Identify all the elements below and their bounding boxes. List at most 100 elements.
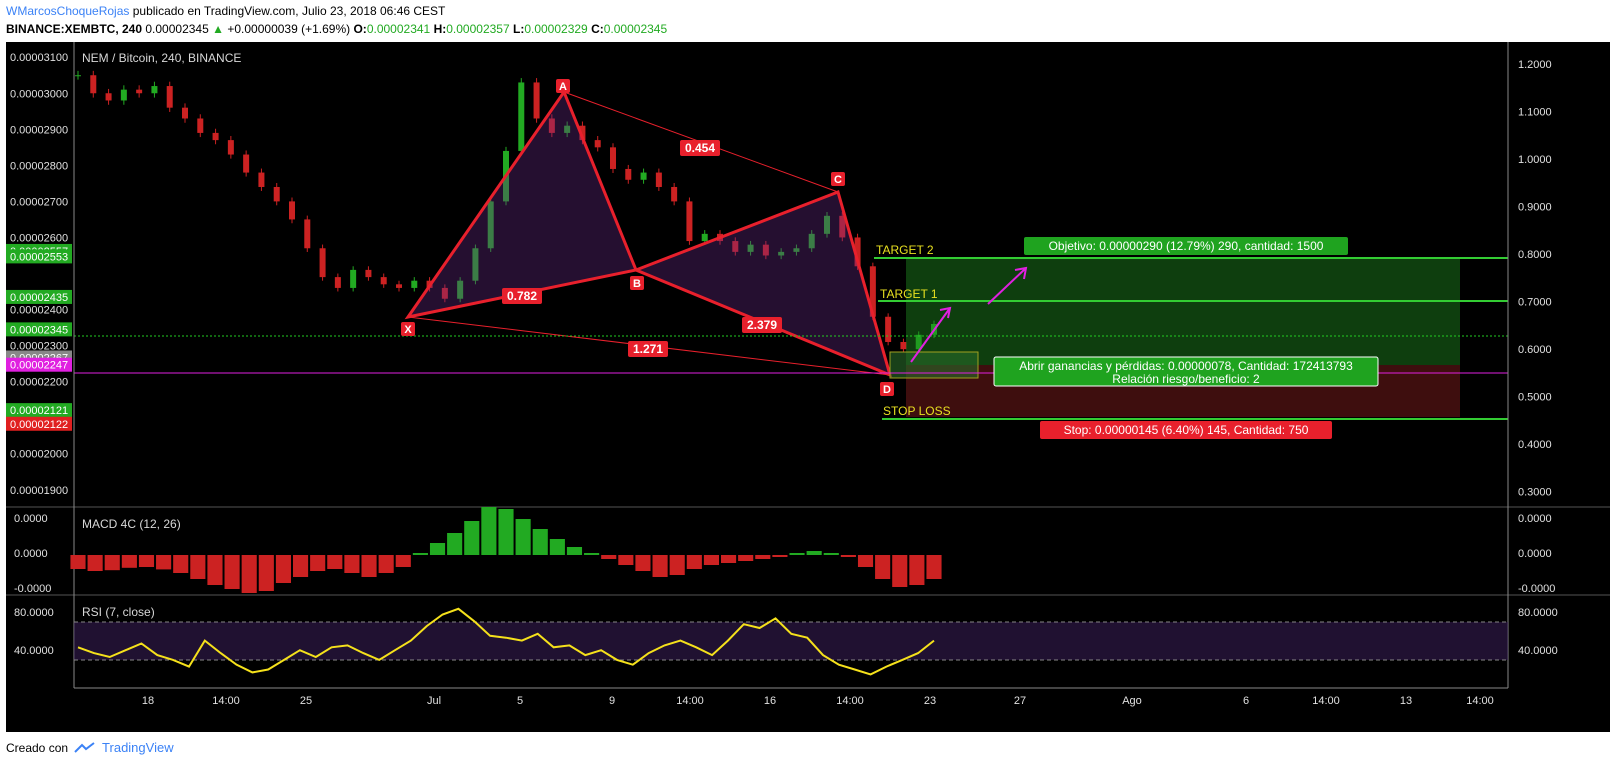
macd-y-tick: 0.0000 bbox=[14, 513, 48, 525]
point-d-label: D bbox=[880, 382, 894, 396]
svg-text:A: A bbox=[559, 81, 567, 93]
symbol-line: BINANCE:XEMBTC, 240 0.00002345 ▲ +0.0000… bbox=[6, 22, 667, 36]
candle-body bbox=[564, 125, 571, 133]
last-price: 0.00002345 bbox=[145, 22, 209, 36]
macd-y-right-tick: 0.0000 bbox=[1518, 548, 1552, 560]
candle-body bbox=[166, 86, 173, 108]
macd-y-right-tick: -0.0000 bbox=[1518, 583, 1555, 595]
macd-bar bbox=[875, 555, 891, 579]
candle-body bbox=[273, 186, 280, 202]
candle-body bbox=[747, 244, 754, 252]
y-left-tick: 0.00002000 bbox=[10, 449, 68, 461]
candle-body bbox=[90, 75, 97, 94]
ratio-bd: 2.379 bbox=[742, 317, 782, 333]
candle-body bbox=[289, 201, 295, 220]
candle-body bbox=[655, 172, 662, 187]
ratio-xb: 0.782 bbox=[502, 288, 542, 304]
macd-bar bbox=[412, 553, 428, 555]
price-tag bbox=[6, 357, 72, 372]
y-right-tick: 1.1000 bbox=[1518, 107, 1552, 119]
profit-zone bbox=[906, 257, 1460, 365]
x-tick: 9 bbox=[609, 695, 615, 707]
candle-body bbox=[120, 89, 127, 101]
macd-bar bbox=[515, 519, 531, 555]
open-value: 0.00002341 bbox=[366, 22, 431, 36]
candle-body bbox=[594, 140, 601, 148]
macd-bar bbox=[275, 555, 291, 583]
point-x-label: X bbox=[401, 322, 415, 336]
macd-bar bbox=[395, 555, 411, 567]
candle-body bbox=[182, 107, 188, 119]
candle-body bbox=[136, 89, 143, 94]
svg-text:B: B bbox=[633, 278, 641, 290]
price-tag bbox=[6, 403, 72, 418]
macd-y-tick: 0.0000 bbox=[14, 548, 48, 560]
chart-background bbox=[6, 42, 1610, 732]
entry-box bbox=[889, 351, 979, 379]
macd-bar bbox=[258, 555, 274, 591]
macd-bar bbox=[190, 555, 206, 579]
x-tick: 14:00 bbox=[1466, 695, 1494, 707]
svg-text:0.782: 0.782 bbox=[507, 289, 537, 303]
candle-body bbox=[885, 316, 892, 342]
author-link[interactable]: WMarcosChoqueRojas bbox=[6, 4, 130, 18]
y-left-tick: 0.00002400 bbox=[10, 305, 68, 317]
macd-bar bbox=[772, 555, 788, 557]
publisher-line: WMarcosChoqueRojas publicado en TradingV… bbox=[6, 4, 445, 18]
x-tick: 25 bbox=[300, 695, 312, 707]
chart-canvas[interactable]: TARGET 2 TARGET 1 STOP LOSS Objetivo: 0.… bbox=[6, 42, 1610, 732]
macd-bar bbox=[721, 555, 737, 563]
x-tick: 14:00 bbox=[836, 695, 864, 707]
macd-bar bbox=[224, 555, 240, 589]
x-tick: 6 bbox=[1243, 695, 1249, 707]
macd-bar bbox=[156, 555, 172, 570]
rr-text: Relación riesgo/beneficio: 2 bbox=[1112, 372, 1260, 386]
x-tick: 23 bbox=[924, 695, 936, 707]
rsi-y-right-tick: 40.0000 bbox=[1518, 645, 1558, 657]
y-right-tick: 0.6000 bbox=[1518, 344, 1552, 356]
candle-body bbox=[197, 118, 204, 133]
candle-body bbox=[808, 233, 815, 249]
macd-bar bbox=[104, 555, 120, 571]
price-tag-label: 0.00002553 bbox=[10, 251, 68, 263]
ratio-ac: 0.454 bbox=[680, 140, 720, 156]
candle-body bbox=[441, 287, 448, 299]
tradingview-logo-icon[interactable] bbox=[74, 741, 96, 754]
point-a-label: A bbox=[556, 79, 570, 93]
candle-body bbox=[319, 248, 326, 278]
macd-bar bbox=[378, 555, 394, 573]
candle-body bbox=[762, 244, 769, 256]
candle-body bbox=[824, 215, 830, 234]
axes: 0.00003100 0.00003000 0.00002900 0.00002800… bbox=[6, 52, 1558, 707]
y-left-tick: 0.00002700 bbox=[10, 196, 68, 208]
macd-y-tick: -0.0000 bbox=[14, 583, 51, 595]
y-left-tick: 0.00002800 bbox=[10, 160, 68, 172]
macd-bar bbox=[241, 555, 257, 593]
macd-bar bbox=[618, 555, 634, 565]
candle-body bbox=[640, 172, 647, 180]
candle-body bbox=[487, 201, 494, 249]
macd-bar bbox=[857, 555, 874, 567]
macd-bar bbox=[738, 555, 754, 561]
harmonic-pattern[interactable] bbox=[404, 88, 893, 378]
y-right-tick: 1.2000 bbox=[1518, 59, 1552, 71]
candle-body bbox=[350, 269, 357, 288]
svg-text:X: X bbox=[404, 324, 412, 336]
x-tick: 18 bbox=[142, 695, 154, 707]
candle-body bbox=[579, 125, 586, 141]
symbol-name: BINANCE:XEMBTC, 240 bbox=[6, 22, 143, 36]
candle-body bbox=[686, 201, 693, 242]
candle-body bbox=[778, 251, 785, 256]
candle-body bbox=[625, 168, 632, 180]
x-tick: 16 bbox=[764, 695, 776, 707]
macd-bar bbox=[566, 547, 583, 555]
tradingview-link[interactable]: TradingView bbox=[102, 740, 174, 755]
up-arrow-icon: ▲ bbox=[212, 22, 225, 36]
candle-body bbox=[304, 219, 311, 249]
candle-body bbox=[839, 215, 846, 238]
macd-bar bbox=[361, 555, 377, 577]
macd-bar bbox=[464, 521, 480, 555]
high-value: 0.00002357 bbox=[446, 22, 510, 36]
objective-box: Objetivo: 0.00000290 (12.79%) 290, canti… bbox=[1024, 237, 1348, 255]
macd-bar bbox=[344, 555, 360, 573]
